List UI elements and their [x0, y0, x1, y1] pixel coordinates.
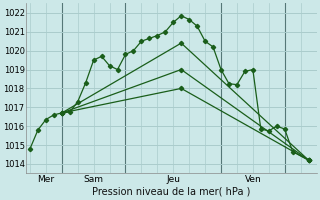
X-axis label: Pression niveau de la mer( hPa ): Pression niveau de la mer( hPa ) — [92, 187, 251, 197]
